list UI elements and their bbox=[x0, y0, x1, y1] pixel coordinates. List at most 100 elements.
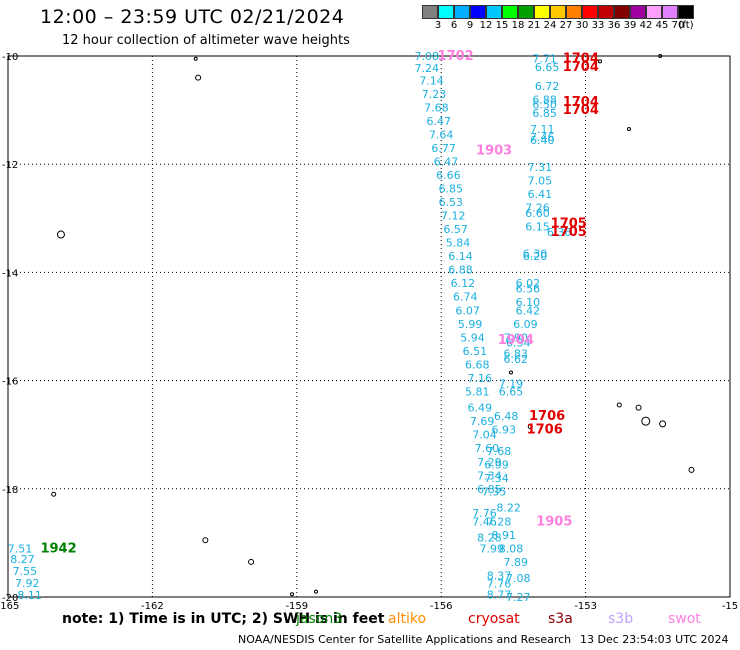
wave-height-label: 6.42 bbox=[516, 304, 541, 317]
island-outline bbox=[289, 592, 294, 597]
wave-height-label: 5.99 bbox=[458, 318, 483, 331]
wave-height-label: 8.91 bbox=[492, 529, 517, 542]
colorbar-tick-label: 42 bbox=[639, 20, 653, 31]
wave-height-label: 7.55 bbox=[13, 565, 38, 578]
pass-time-label: 1905 bbox=[536, 514, 572, 529]
y-tick-label: -12 bbox=[2, 160, 18, 171]
wave-height-label: 7.46 bbox=[472, 515, 497, 528]
legend-item-s3a: s3a bbox=[548, 611, 573, 627]
wave-height-label: 6.41 bbox=[528, 188, 553, 201]
wave-height-label: 7.99 bbox=[479, 542, 504, 555]
colorbar-swatch bbox=[422, 5, 438, 19]
colorbar-tick-label: 12 bbox=[479, 20, 493, 31]
island-outline bbox=[659, 420, 667, 428]
pass-time-label: 1904 bbox=[498, 333, 534, 348]
wave-height-label: 6.36 bbox=[547, 226, 572, 239]
legend-item-swot: swot bbox=[668, 611, 701, 627]
x-tick-label: -159 bbox=[285, 601, 308, 612]
wave-height-label: 7.92 bbox=[15, 577, 40, 590]
legend-item-cryosat: cryosat bbox=[468, 611, 520, 627]
legend-item-s3b: s3b bbox=[608, 611, 634, 627]
wave-height-label: 6.51 bbox=[463, 345, 488, 358]
wave-height-label: 7.08 bbox=[415, 50, 440, 63]
wave-height-label: 7.76 bbox=[472, 507, 497, 520]
y-tick-label: -20 bbox=[2, 593, 18, 604]
wave-height-label: 7.27 bbox=[506, 591, 531, 604]
island-outline bbox=[193, 56, 198, 61]
pass-time-label: 1706 bbox=[529, 409, 565, 424]
x-tick-label: -165 bbox=[0, 601, 19, 612]
x-tick-label: -15 bbox=[722, 601, 738, 612]
wave-height-label: 7.34 bbox=[484, 472, 509, 485]
island-outline bbox=[248, 558, 255, 565]
wave-height-label: 6.85 bbox=[532, 107, 557, 120]
colorbar-tick-label: 18 bbox=[511, 20, 525, 31]
wave-height-label: 7.68 bbox=[487, 445, 512, 458]
colorbar-tick-label: 30 bbox=[575, 20, 589, 31]
wave-height-label: 7.90 bbox=[504, 331, 529, 344]
island-outline bbox=[195, 74, 202, 81]
wave-height-label: 6.88 bbox=[532, 93, 557, 106]
wave-height-label: 6.14 bbox=[448, 250, 473, 263]
colorbar-swatch bbox=[502, 5, 518, 19]
pass-time-label: 1704 bbox=[563, 60, 599, 75]
wave-height-label: 7.19 bbox=[499, 377, 524, 390]
pass-time-label: 1942 bbox=[40, 541, 76, 556]
wave-height-label: 7.68 bbox=[424, 101, 449, 114]
wave-height-label: 5.81 bbox=[465, 385, 490, 398]
island-outline bbox=[508, 370, 513, 375]
wave-height-label: 7.28 bbox=[487, 515, 512, 528]
island-outline bbox=[56, 230, 65, 239]
wave-height-label: 6.66 bbox=[436, 169, 461, 182]
wave-height-label: 6.56 bbox=[516, 283, 541, 296]
colorbar-swatch bbox=[454, 5, 470, 19]
pass-time-label: 1704 bbox=[563, 52, 599, 67]
wave-height-label: 8.27 bbox=[10, 553, 35, 566]
wave-height-label: 6.77 bbox=[431, 142, 456, 155]
island-outline bbox=[51, 491, 57, 497]
wave-height-label: 6.88 bbox=[448, 264, 473, 277]
wave-height-label: 6.07 bbox=[455, 304, 480, 317]
island-outline bbox=[616, 402, 622, 408]
wave-height-label: 6.53 bbox=[439, 196, 464, 209]
colorbar-swatch bbox=[662, 5, 678, 19]
map-title: 12:00 – 23:59 UTC 02/21/2024 bbox=[40, 6, 345, 28]
wave-height-label: 7.12 bbox=[441, 210, 466, 223]
wave-height-label: 7.51 bbox=[8, 542, 33, 555]
legend-item-jason3: jason3 bbox=[296, 611, 343, 627]
colorbar-tick-label: 9 bbox=[466, 20, 474, 31]
pass-time-label: 1705 bbox=[551, 217, 587, 232]
island-outline bbox=[688, 466, 695, 473]
wave-height-label: 8.77 bbox=[487, 588, 512, 601]
colorbar-swatch bbox=[470, 5, 486, 19]
island-outline bbox=[626, 127, 631, 132]
wave-height-label: 7.35 bbox=[482, 486, 507, 499]
colorbar-tick-label: 15 bbox=[495, 20, 509, 31]
island-outline bbox=[314, 589, 319, 594]
y-tick-label: -10 bbox=[2, 52, 18, 63]
wave-height-label: 6.12 bbox=[451, 277, 476, 290]
colorbar-tick-label: 27 bbox=[559, 20, 573, 31]
x-tick-label: -153 bbox=[574, 601, 597, 612]
wave-height-label: 6.74 bbox=[453, 291, 478, 304]
y-tick-label: -14 bbox=[2, 268, 18, 279]
wave-height-label: 8.37 bbox=[487, 569, 512, 582]
wave-height-colorbar bbox=[422, 5, 694, 19]
wave-height-label: 7.60 bbox=[475, 442, 500, 455]
colorbar-tick-label: 21 bbox=[527, 20, 541, 31]
colorbar-swatch bbox=[518, 5, 534, 19]
wave-height-label: 6.48 bbox=[494, 410, 519, 423]
wave-height-label: 7.05 bbox=[528, 174, 553, 187]
wave-height-label: 8.28 bbox=[477, 531, 502, 544]
colorbar-ticks: 3 6 9 12 15 18 21 24 27 30 33 36 39 42 45 70 (ft) bbox=[422, 20, 732, 34]
generated-date: 13 Dec 23:54:03 UTC 2024 bbox=[580, 633, 729, 646]
wave-height-label: 6.93 bbox=[492, 423, 517, 436]
wave-height-label: 6.60 bbox=[525, 207, 550, 220]
colorbar-tick-label: 3 bbox=[434, 20, 442, 31]
map-subtitle: 12 hour collection of altimeter wave hei… bbox=[62, 33, 350, 48]
island-outline bbox=[658, 54, 663, 58]
colorbar-tick-label: 70 bbox=[671, 20, 685, 31]
colorbar-swatch bbox=[598, 5, 614, 19]
pass-time-label: 1705 bbox=[551, 225, 587, 240]
wave-height-label: 7.11 bbox=[530, 123, 555, 136]
